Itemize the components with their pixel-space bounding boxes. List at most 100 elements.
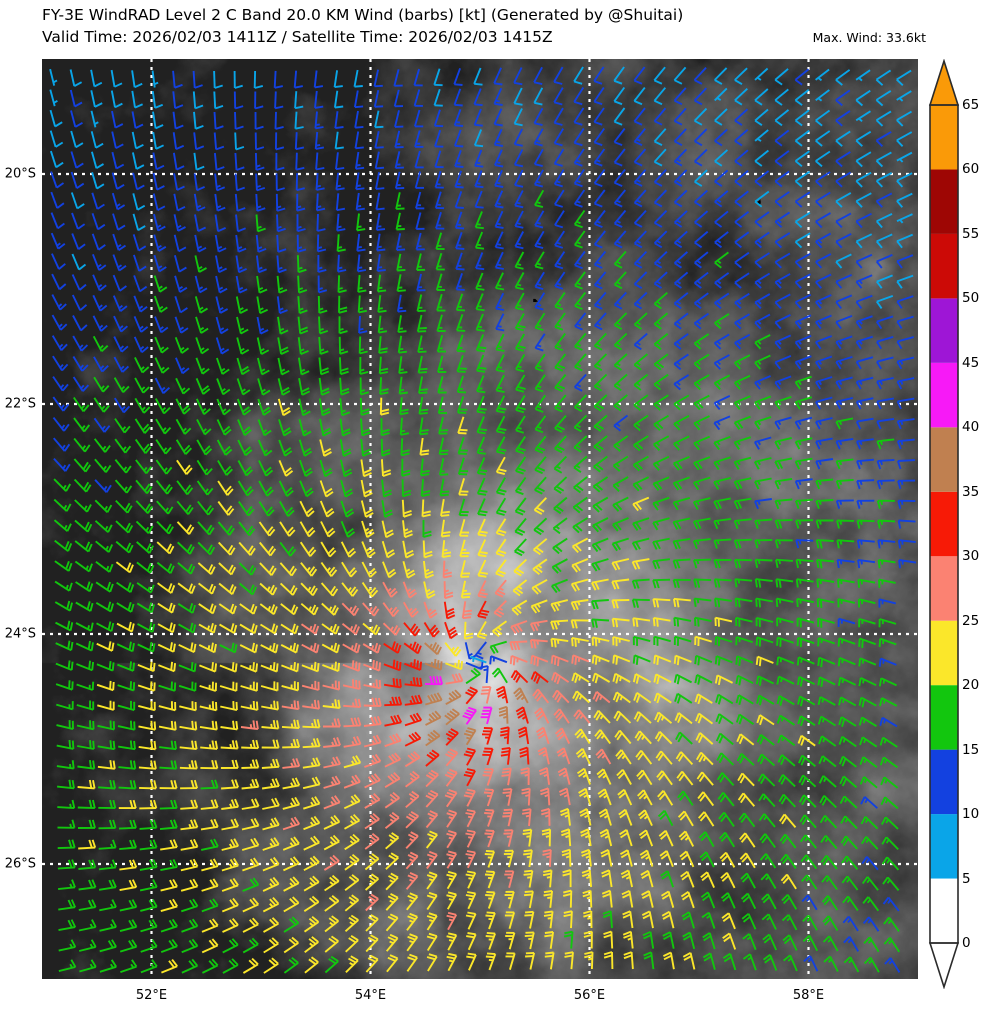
wind-barb [781, 894, 798, 910]
wind-barb [294, 91, 304, 110]
wind-barb [73, 458, 91, 473]
wind-barb [855, 171, 872, 188]
wind-barb [780, 853, 797, 869]
wind-barb [159, 819, 178, 831]
wind-barb [855, 315, 873, 330]
wind-barb [532, 688, 550, 704]
wind-barb [612, 691, 631, 704]
wind-barb [361, 561, 377, 578]
wind-barb [693, 394, 710, 411]
wind-barb [241, 817, 260, 831]
wind-barb [178, 642, 197, 653]
wind-barb [257, 378, 271, 396]
wind-barb [194, 275, 208, 294]
wind-barb [172, 70, 183, 89]
wind-barb [815, 437, 833, 450]
wind-barb [537, 746, 550, 765]
wind-barb [754, 578, 773, 588]
wind-barb [554, 292, 566, 311]
colorbar[interactable]: 0 5 10 15 20 25 30 35 40 45 50 55 60 65 [928, 59, 988, 989]
wind-barb [504, 911, 516, 929]
wind-barb [112, 274, 127, 292]
wind-barb [573, 66, 584, 85]
wind-barb [263, 957, 279, 974]
wind-barb [281, 719, 300, 730]
wind-barb [530, 671, 549, 684]
wind-barb [495, 374, 505, 394]
wind-barb [318, 377, 330, 396]
wind-barb [95, 561, 114, 573]
wind-barb [581, 869, 593, 888]
wind-barb [492, 620, 508, 638]
wind-barb [220, 759, 239, 769]
wind-barb [195, 316, 209, 334]
wind-barb [277, 378, 291, 396]
wind-barb [319, 480, 334, 498]
wind-barb [533, 87, 544, 106]
wind-barb [575, 747, 591, 765]
wind-barb [181, 918, 199, 933]
wind-barb [835, 315, 853, 330]
wind-barb [896, 151, 913, 163]
wind-barb [693, 353, 710, 370]
wind-barb [178, 662, 197, 673]
wind-barb [858, 696, 877, 708]
wind-barb [713, 415, 731, 431]
wind-barb [640, 869, 654, 888]
wind-barb [274, 91, 284, 110]
wind-barb [673, 333, 689, 350]
wind-barb [445, 659, 464, 671]
wind-barb [262, 837, 280, 851]
wind-barb [474, 231, 485, 250]
wind-barb [485, 911, 496, 930]
wind-barb [97, 760, 116, 770]
wind-barb [323, 718, 341, 728]
wind-barb [140, 939, 158, 953]
wind-barb [95, 581, 114, 593]
wind-barb [52, 376, 69, 392]
wind-barb [337, 275, 347, 294]
wind-barb [58, 959, 77, 973]
wind-barb [96, 660, 115, 672]
wind-barb [653, 66, 666, 85]
wind-barb [154, 377, 171, 394]
wind-barb [261, 719, 280, 730]
wind-barb [613, 435, 629, 452]
wind-barb [580, 828, 592, 847]
wind-barb [262, 876, 280, 892]
wind-barb [718, 811, 735, 827]
wind-barb [573, 189, 586, 208]
wind-barb [876, 274, 893, 289]
wind-barb [554, 414, 567, 433]
wind-barb [673, 107, 687, 126]
wind-barb [400, 438, 410, 457]
wind-barb [197, 521, 215, 536]
wind-barb [113, 356, 130, 373]
wind-barb [364, 873, 380, 891]
wind-barb [653, 692, 672, 704]
wind-barb [445, 728, 459, 746]
wind-barb [237, 439, 253, 457]
wind-barb [173, 173, 185, 191]
wind-barb [160, 858, 178, 872]
wind-barb [715, 693, 734, 705]
wind-barb [584, 951, 594, 970]
wind-barb [515, 395, 526, 414]
wind-barb [317, 275, 328, 294]
wind-barb [613, 414, 629, 432]
wind-barb [96, 641, 115, 652]
wind-barb [530, 599, 548, 614]
wind-barb [197, 500, 215, 516]
wind-barb [176, 500, 194, 515]
wind-barb [233, 91, 244, 110]
colorbar-band [930, 491, 958, 557]
wind-barb [234, 132, 245, 151]
wind-barb [632, 654, 651, 665]
wind-barb [97, 700, 115, 711]
wind-barb [215, 337, 230, 355]
wind-barb [479, 665, 489, 684]
wind-barb [794, 396, 813, 410]
wind-barb-plot[interactable] [42, 59, 918, 979]
colorbar-tick-label: 65 [962, 97, 980, 113]
wind-barb [553, 496, 568, 515]
